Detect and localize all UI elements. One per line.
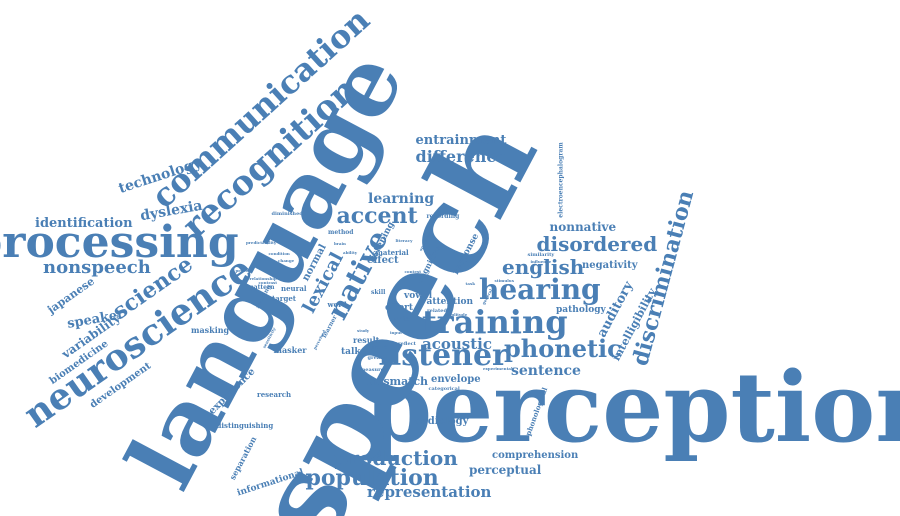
- word-comprehension: comprehension: [492, 450, 579, 461]
- word-change: change: [278, 258, 295, 263]
- word-perceptual: perceptual: [469, 463, 542, 477]
- word-hearing: hearing: [479, 273, 601, 306]
- word-pattern: pattern: [249, 284, 275, 291]
- word-representation: representation: [367, 482, 492, 501]
- word-processing: processing: [0, 217, 239, 268]
- word-effect: effect: [367, 255, 399, 266]
- word-electroencephalogram: electroencephalogram: [557, 142, 565, 218]
- word-audiology: audiology: [414, 416, 469, 427]
- word-japanese: japanese: [45, 274, 97, 316]
- word-reflect: reflect: [398, 340, 416, 347]
- word-mismatch: mismatch: [367, 374, 429, 388]
- word-related: related: [427, 307, 447, 314]
- word-learning: learning: [368, 191, 435, 207]
- word-population: population: [305, 465, 439, 491]
- word-negativity: negativity: [582, 260, 638, 271]
- word-process: process: [235, 268, 253, 273]
- word-envelope: envelope: [431, 374, 481, 385]
- word-material: material: [375, 247, 409, 257]
- word-neural: neural: [281, 283, 307, 293]
- word-entrainment: entrainment: [415, 132, 507, 148]
- word-discrimination: discrimination: [626, 187, 699, 369]
- word-research: research: [257, 389, 292, 399]
- word-effort: effort: [385, 302, 414, 313]
- word-context: context: [404, 269, 422, 274]
- word-task: task: [465, 281, 475, 286]
- word-distinguishing: distinguishing: [216, 420, 274, 430]
- word-skill: skill: [371, 289, 386, 296]
- word-attention: attention: [426, 296, 474, 307]
- word-condition: condition: [268, 251, 290, 256]
- word-stimulus: stimulus: [494, 278, 514, 283]
- word-categorical: categorical: [428, 385, 460, 392]
- word-perception: perception: [365, 351, 900, 464]
- word-experimental: experimental: [483, 366, 513, 371]
- word-amplitude: amplitude: [444, 312, 468, 317]
- word-result: result: [353, 335, 380, 345]
- word-difference: difference: [415, 147, 507, 166]
- word-influence: influence: [530, 259, 552, 264]
- word-sentence: sentence: [511, 363, 581, 379]
- word-method: method: [328, 229, 354, 236]
- word-ability: ability: [343, 250, 358, 255]
- word-word: word: [327, 299, 347, 309]
- word-brain: brain: [334, 241, 346, 246]
- word-acoustic: acoustic: [422, 334, 492, 353]
- word-literacy: literacy: [395, 238, 413, 243]
- word-input: input: [390, 330, 402, 335]
- word-relationship: relationship: [249, 276, 277, 281]
- word-training: training: [422, 303, 568, 341]
- word-noise: noise: [394, 316, 412, 323]
- word-predictability: predictability: [246, 240, 277, 245]
- word-target: target: [272, 293, 297, 303]
- word-listener: listener: [378, 338, 508, 373]
- word-contrast: contrast: [258, 280, 278, 285]
- word-disordered: disordered: [536, 232, 658, 256]
- word-similarity: similarity: [527, 251, 555, 258]
- word-study: study: [357, 328, 370, 333]
- word-english: english: [502, 255, 585, 279]
- word-masker: masker: [273, 345, 307, 355]
- word-more: more: [371, 344, 389, 351]
- word-diminished: diminished: [271, 210, 303, 217]
- word-vowel: vowel: [404, 290, 433, 301]
- word-pathology: pathology: [556, 304, 606, 315]
- word-measure: measure: [360, 366, 384, 373]
- word-accent: accent: [336, 203, 418, 229]
- word-phonetic: phonetic: [504, 334, 622, 363]
- word-nonspeech: nonspeech: [43, 257, 151, 278]
- word-talker: talker: [341, 346, 372, 357]
- word-production: production: [334, 446, 458, 470]
- word-nonnative: nonnative: [549, 220, 617, 234]
- word-greater: greater: [367, 354, 389, 361]
- word-recording: recording: [426, 213, 460, 220]
- word-masking: masking: [191, 325, 230, 335]
- word-identification: identification: [35, 215, 133, 231]
